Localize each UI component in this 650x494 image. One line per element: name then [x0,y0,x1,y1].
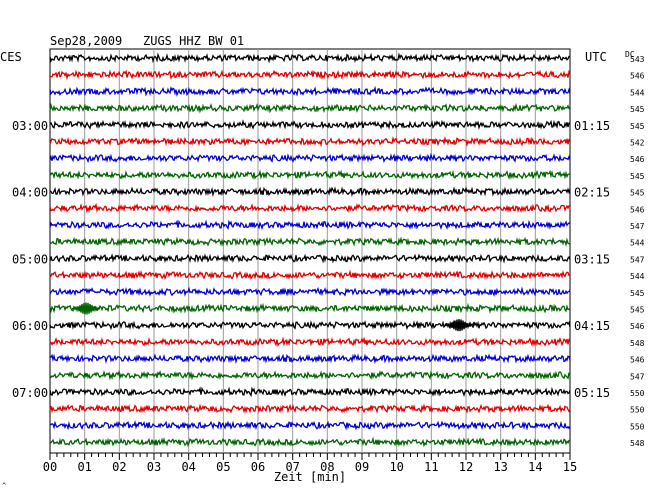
x-axis-title: Zeit [min] [274,470,346,484]
left-hour-label: 03:00 [12,119,48,133]
trace-row-9 [49,202,571,214]
x-tick-label: 01 [77,460,91,474]
x-tick-label: 15 [563,460,577,474]
dc-value: 545 [630,172,645,181]
dc-value: 545 [630,105,645,114]
trace-row-2 [49,85,571,97]
x-tick-label: 13 [493,460,507,474]
event-burst-0 [71,302,101,315]
trace-row-21 [49,403,571,414]
left-hour-label: 05:00 [12,252,48,266]
dc-value-labels: 543 546 544 545 545 542 546 545 545 546 547 544 547 5… [630,55,645,448]
trace-row-1 [49,69,571,81]
date-label: Sep28,2009 [50,34,122,48]
x-tick-label: 05 [216,460,230,474]
trace-row-15 [49,302,571,315]
trace-row-3 [49,102,571,114]
dc-value: 546 [630,72,645,81]
x-tick-label: 09 [355,460,369,474]
trace-row-17 [49,336,571,347]
trace-row-22 [49,420,571,431]
dc-value: 546 [630,155,645,164]
dc-label: DC [625,50,635,59]
left-hour-labels: 03:00 04:00 05:00 06:00 07:00 [12,119,48,400]
left-timezone-label: CES [0,50,22,64]
dc-value: 545 [630,289,645,298]
trace-row-13 [49,269,571,281]
trace-row-20 [49,386,571,398]
traces [49,52,571,448]
x-axis: 00 01 02 03 04 05 06 07 08 09 10 11 12 13 14 15 [43,453,577,474]
dc-value: 547 [630,372,645,381]
left-hour-label: 04:00 [12,186,48,200]
trace-row-11 [49,236,571,247]
left-hour-label: 06:00 [12,319,48,333]
event-burst-1 [444,319,474,332]
dc-value: 547 [630,222,645,231]
x-tick-label: 08 [320,460,334,474]
dc-value: 543 [630,55,645,64]
dc-value: 545 [630,306,645,315]
right-hour-label: 05:15 [574,386,610,400]
dc-value: 550 [630,422,645,431]
right-hour-label: 04:15 [574,319,610,333]
right-timezone-label: UTC [585,50,607,64]
plot-frame [49,48,571,454]
trace-row-12 [49,253,571,264]
right-hour-label: 01:15 [574,119,610,133]
x-tick-label: 14 [528,460,542,474]
right-hour-labels: 01:15 02:15 03:15 04:15 05:15 [574,119,610,400]
x-tick-label: 06 [251,460,265,474]
right-hour-label: 02:15 [574,186,610,200]
trace-row-10 [49,219,571,231]
trace-row-4 [49,119,571,131]
dc-value: 546 [630,205,645,214]
trace-row-8 [49,186,571,198]
dc-value: 546 [630,356,645,365]
dc-value: 544 [630,88,645,97]
x-tick-label: 04 [181,460,195,474]
trace-row-0 [49,52,571,64]
trace-row-6 [49,152,571,164]
trace-row-19 [49,369,571,381]
x-tick-label: 11 [424,460,438,474]
right-hour-label: 03:15 [574,252,610,266]
minute-grid [84,49,536,453]
dc-value: 548 [630,439,645,448]
x-tick-label: 03 [147,460,161,474]
trace-row-23 [49,436,571,448]
event-marks [71,302,474,332]
trace-row-18 [49,353,571,365]
dc-value: 545 [630,122,645,131]
x-tick-label: 00 [43,460,57,474]
x-tick-label: 07 [285,460,299,474]
dc-value: 546 [630,322,645,331]
dc-value: 550 [630,389,645,398]
corner-mark: ^ [2,482,6,490]
x-tick-label: 10 [389,460,403,474]
dc-value: 548 [630,339,645,348]
dc-value: 544 [630,272,645,281]
x-tick-label: 12 [459,460,473,474]
trace-row-16 [49,319,571,331]
trace-row-14 [49,286,571,297]
x-tick-label: 02 [112,460,126,474]
dc-value: 542 [630,139,645,148]
station-label: ZUGS HHZ BW 01 [143,34,244,48]
trace-row-7 [49,169,571,180]
dc-value: 547 [630,255,645,264]
dc-value: 550 [630,406,645,415]
trace-row-5 [49,135,571,148]
left-hour-label: 07:00 [12,386,48,400]
dc-value: 545 [630,189,645,198]
dc-value: 544 [630,239,645,248]
